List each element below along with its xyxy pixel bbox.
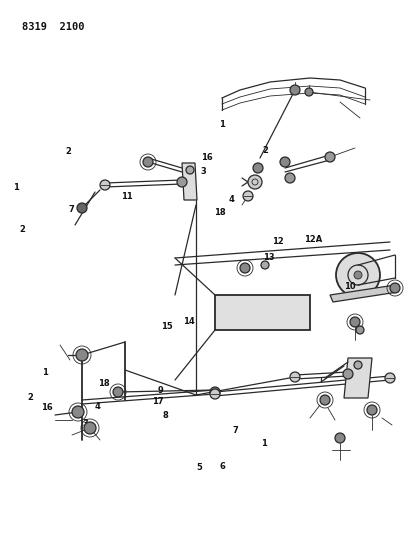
Circle shape — [76, 349, 88, 361]
Text: 4: 4 — [229, 195, 235, 204]
Circle shape — [320, 395, 330, 405]
Circle shape — [354, 271, 362, 279]
Text: 18: 18 — [98, 379, 110, 388]
Text: 14: 14 — [183, 318, 194, 326]
Circle shape — [243, 191, 253, 201]
Circle shape — [143, 157, 153, 167]
Circle shape — [84, 422, 96, 434]
Circle shape — [253, 163, 263, 173]
Text: 4: 4 — [95, 402, 101, 410]
Text: 3: 3 — [200, 167, 206, 176]
Text: 16: 16 — [41, 403, 53, 412]
Text: 1: 1 — [13, 183, 19, 192]
Circle shape — [335, 433, 345, 443]
Circle shape — [385, 373, 395, 383]
Text: 7: 7 — [233, 426, 239, 434]
Text: 2: 2 — [66, 148, 71, 156]
Text: 2: 2 — [20, 225, 25, 233]
Text: 1: 1 — [262, 440, 267, 448]
Text: 16: 16 — [202, 153, 213, 161]
Text: 18: 18 — [215, 208, 226, 216]
Circle shape — [325, 152, 335, 162]
Text: 11: 11 — [121, 192, 132, 200]
Circle shape — [290, 372, 300, 382]
Circle shape — [210, 389, 220, 399]
Circle shape — [290, 85, 300, 95]
Circle shape — [261, 261, 269, 269]
Circle shape — [77, 203, 87, 213]
Circle shape — [100, 180, 110, 190]
Polygon shape — [215, 295, 310, 330]
Text: 8: 8 — [162, 411, 168, 419]
Circle shape — [240, 263, 250, 273]
Text: 17: 17 — [153, 398, 164, 406]
Polygon shape — [330, 285, 398, 302]
Text: 13: 13 — [264, 253, 275, 262]
Circle shape — [186, 166, 194, 174]
Circle shape — [305, 88, 313, 96]
Text: 5: 5 — [196, 463, 202, 472]
Text: 10: 10 — [344, 282, 356, 291]
Text: 6: 6 — [220, 462, 225, 471]
Text: 1: 1 — [42, 368, 48, 376]
Circle shape — [343, 369, 353, 379]
Text: 7: 7 — [69, 205, 74, 214]
Text: 2: 2 — [262, 147, 268, 155]
Text: 2: 2 — [28, 393, 33, 401]
Circle shape — [336, 253, 380, 297]
Circle shape — [350, 317, 360, 327]
Text: 15: 15 — [161, 322, 172, 330]
Text: 9: 9 — [157, 386, 163, 394]
Circle shape — [354, 361, 362, 369]
Text: 12: 12 — [272, 238, 283, 246]
Circle shape — [72, 406, 84, 418]
Circle shape — [390, 283, 400, 293]
Circle shape — [285, 173, 295, 183]
Text: 12A: 12A — [304, 236, 322, 244]
Text: 8319  2100: 8319 2100 — [22, 22, 84, 32]
Circle shape — [177, 177, 187, 187]
Text: 1: 1 — [219, 120, 224, 128]
Circle shape — [280, 157, 290, 167]
Text: 3: 3 — [83, 419, 89, 428]
Polygon shape — [182, 163, 197, 200]
Circle shape — [113, 387, 123, 397]
Circle shape — [356, 326, 364, 334]
Circle shape — [248, 175, 262, 189]
Circle shape — [367, 405, 377, 415]
Polygon shape — [344, 358, 372, 398]
Circle shape — [210, 387, 220, 397]
